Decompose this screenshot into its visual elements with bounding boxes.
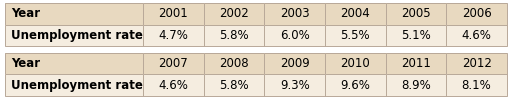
Bar xyxy=(143,53,204,74)
Bar xyxy=(143,74,204,96)
Bar xyxy=(204,3,264,24)
Bar xyxy=(264,24,325,46)
Bar xyxy=(264,3,325,24)
Bar xyxy=(264,24,325,46)
Bar xyxy=(5,74,143,96)
Text: 2011: 2011 xyxy=(401,57,431,70)
Text: 2004: 2004 xyxy=(340,7,370,20)
Text: 4.7%: 4.7% xyxy=(159,29,188,42)
Bar xyxy=(5,3,143,24)
Bar xyxy=(386,74,446,96)
Text: 2009: 2009 xyxy=(280,57,310,70)
Bar xyxy=(264,53,325,74)
Bar xyxy=(204,53,264,74)
Bar xyxy=(325,24,386,46)
Text: 8.9%: 8.9% xyxy=(401,79,431,92)
Text: 2002: 2002 xyxy=(219,7,249,20)
Text: 5.8%: 5.8% xyxy=(219,79,249,92)
Bar xyxy=(204,74,264,96)
Bar xyxy=(5,74,143,96)
Bar xyxy=(204,24,264,46)
Bar xyxy=(386,53,446,74)
Bar xyxy=(446,24,507,46)
Text: 9.3%: 9.3% xyxy=(280,79,310,92)
Bar xyxy=(386,3,446,24)
Bar xyxy=(5,24,143,46)
Bar xyxy=(264,74,325,96)
Bar xyxy=(264,3,325,24)
Bar xyxy=(446,74,507,96)
Bar xyxy=(204,24,264,46)
Bar xyxy=(143,3,204,24)
Text: 6.0%: 6.0% xyxy=(280,29,310,42)
Text: 2012: 2012 xyxy=(462,57,492,70)
Text: 4.6%: 4.6% xyxy=(462,29,492,42)
Bar xyxy=(325,24,386,46)
Text: Year: Year xyxy=(11,57,40,70)
Bar xyxy=(446,24,507,46)
Text: 8.1%: 8.1% xyxy=(462,79,492,92)
Bar xyxy=(386,24,446,46)
Text: 4.6%: 4.6% xyxy=(159,79,188,92)
Text: 5.1%: 5.1% xyxy=(401,29,431,42)
Bar xyxy=(204,53,264,74)
Bar xyxy=(386,53,446,74)
Text: 2008: 2008 xyxy=(219,57,249,70)
Bar xyxy=(386,3,446,24)
Bar xyxy=(446,53,507,74)
Bar xyxy=(5,3,143,24)
Bar xyxy=(143,3,204,24)
Text: 2005: 2005 xyxy=(401,7,431,20)
Text: 2010: 2010 xyxy=(340,57,370,70)
Text: 2007: 2007 xyxy=(159,57,188,70)
Bar xyxy=(5,53,143,74)
Text: Unemployment rate: Unemployment rate xyxy=(11,29,143,42)
Text: Year: Year xyxy=(11,7,40,20)
Bar xyxy=(325,3,386,24)
Bar xyxy=(386,74,446,96)
Bar xyxy=(143,53,204,74)
Bar xyxy=(5,53,143,74)
Text: 9.6%: 9.6% xyxy=(340,79,370,92)
Bar xyxy=(325,53,386,74)
Bar xyxy=(446,3,507,24)
Text: 5.5%: 5.5% xyxy=(340,29,370,42)
Bar xyxy=(143,24,204,46)
Text: 2006: 2006 xyxy=(462,7,492,20)
Bar xyxy=(446,74,507,96)
Text: 2003: 2003 xyxy=(280,7,309,20)
Bar xyxy=(386,24,446,46)
Text: 5.8%: 5.8% xyxy=(219,29,249,42)
Bar xyxy=(204,3,264,24)
Bar xyxy=(264,74,325,96)
Text: Unemployment rate: Unemployment rate xyxy=(11,79,143,92)
Bar xyxy=(143,74,204,96)
Bar xyxy=(446,53,507,74)
Bar xyxy=(325,74,386,96)
Bar xyxy=(5,24,143,46)
Bar xyxy=(446,3,507,24)
Bar xyxy=(264,53,325,74)
Bar xyxy=(204,74,264,96)
Bar xyxy=(325,74,386,96)
Text: 2001: 2001 xyxy=(159,7,188,20)
Bar xyxy=(325,53,386,74)
Bar xyxy=(325,3,386,24)
Bar xyxy=(143,24,204,46)
